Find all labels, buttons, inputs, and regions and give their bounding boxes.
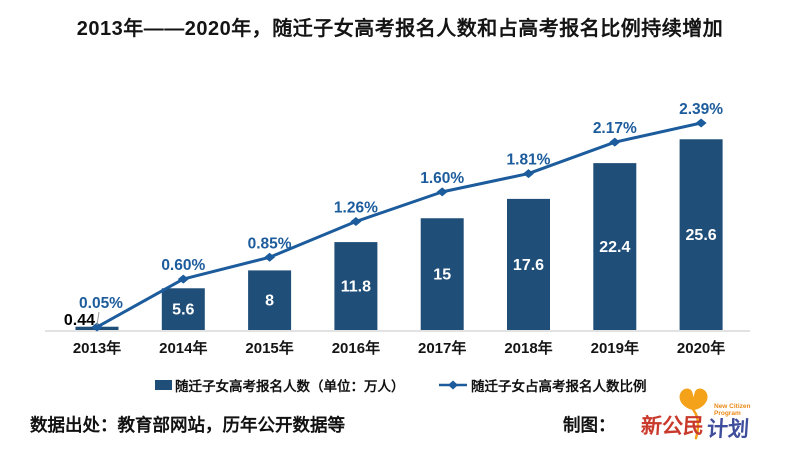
logo-cn-right: 计划 xyxy=(706,418,750,441)
line-marker-diamond xyxy=(436,187,448,197)
data-source-text: 数据出处：教育部网站，历年公开数据等 xyxy=(30,415,345,435)
logo-en-line1: New Citizen xyxy=(714,403,751,410)
bar-value-label: 11.8 xyxy=(341,279,371,296)
bar-2016年 xyxy=(334,242,378,330)
bar-value-label: 17.6 xyxy=(513,257,544,274)
line-marker-diamond xyxy=(609,137,621,147)
bar-2019年 xyxy=(593,163,637,330)
x-tick-label: 2013年 xyxy=(73,339,121,357)
percentage-label: 2.39% xyxy=(679,101,723,118)
percentage-label: 1.26% xyxy=(334,200,378,217)
label-leader-line xyxy=(96,311,100,326)
new-citizen-program-logo: New Citizen Program 新公民 计划 xyxy=(640,386,771,448)
bar-2017年 xyxy=(420,218,464,330)
bar-2018年 xyxy=(507,198,550,330)
legend: 随迁子女高考报名人数（单位：万人） 随迁子女占高考报名人数比例 xyxy=(0,376,800,396)
percentage-label: 0.05% xyxy=(79,295,123,312)
bar-swatch-icon xyxy=(155,380,172,390)
logo-en-line2: Program xyxy=(714,410,741,417)
bar-value-label: 15 xyxy=(433,267,451,284)
bar-2020年 xyxy=(679,139,723,330)
percentage-label: 0.60% xyxy=(161,257,205,274)
line-marker-diamond xyxy=(177,274,189,284)
bar-value-label: 5.6 xyxy=(172,302,194,319)
legend-bar-label: 随迁子女高考报名人数（单位：万人） xyxy=(175,379,405,394)
line-marker-diamond xyxy=(695,118,707,128)
bar-value-label: 0.44 xyxy=(64,312,95,329)
legend-line-label: 随迁子女占高考报名人数比例 xyxy=(471,379,647,394)
percentage-label: 1.81% xyxy=(507,152,551,169)
logo-cn-left: 新公民 xyxy=(640,415,705,438)
bar-value-label: 25.6 xyxy=(686,227,717,244)
chart-title: 2013年——2020年，随迁子女高考报名人数和占高考报名比例持续增加 xyxy=(76,18,724,40)
x-tick-label: 2014年 xyxy=(159,339,207,357)
x-tick-label: 2017年 xyxy=(418,339,466,357)
percentage-label: 1.60% xyxy=(420,170,464,187)
bar-value-label: 22.4 xyxy=(599,239,630,256)
credit-label: 制图： xyxy=(563,415,616,435)
line-marker-diamond xyxy=(523,169,534,179)
bar-2015年 xyxy=(248,270,292,330)
line-marker-diamond xyxy=(264,252,276,262)
percentage-label: 0.85% xyxy=(248,235,292,252)
legend-item-bar: 随迁子女高考报名人数（单位：万人） xyxy=(155,376,405,394)
x-tick-label: 2020年 xyxy=(677,339,725,357)
percentage-line xyxy=(95,121,703,329)
percentage-label: 2.17% xyxy=(593,120,637,137)
line-marker-diamond xyxy=(91,322,103,332)
bar-value-label: 8 xyxy=(265,293,274,310)
legend-item-line: 随迁子女占高考报名人数比例 xyxy=(438,376,647,394)
x-tick-label: 2016年 xyxy=(332,339,380,357)
logo-en-text: New Citizen Program xyxy=(714,403,750,417)
bar-2014年 xyxy=(161,288,205,330)
x-tick-label: 2018年 xyxy=(504,339,552,357)
x-tick-label: 2015年 xyxy=(245,339,293,357)
line-marker-diamond xyxy=(350,217,362,227)
x-tick-label: 2019年 xyxy=(591,339,639,357)
bar-line-chart: 0.44 2013年 5.6 2014年 8 2015年 11.8 2016年 15 2017年 1… xyxy=(45,101,750,357)
ginkgo-leaf-icon xyxy=(679,388,708,440)
line-diamond-icon xyxy=(439,380,467,390)
